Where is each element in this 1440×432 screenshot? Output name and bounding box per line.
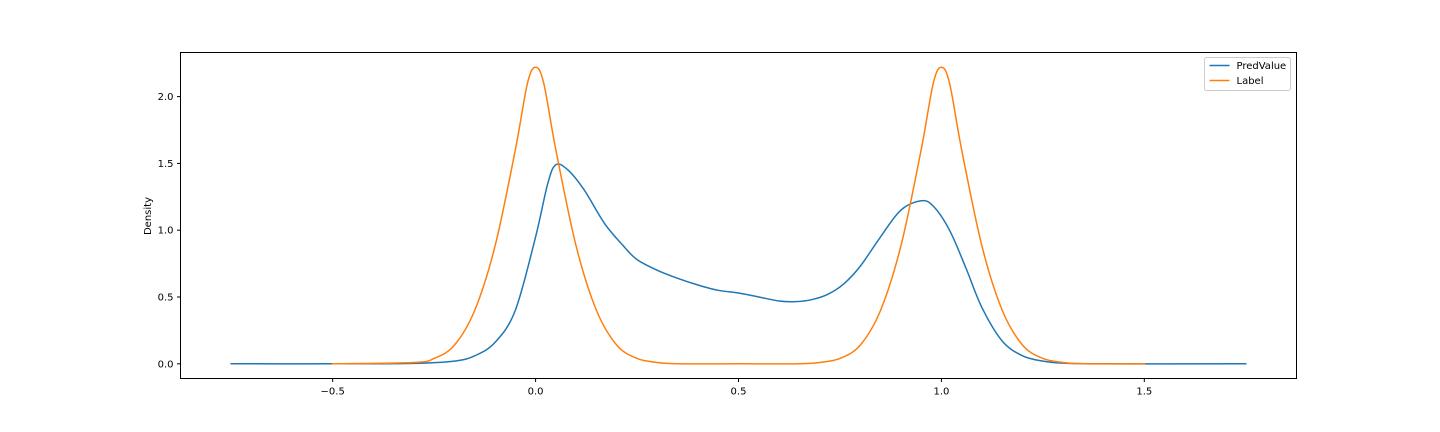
y-tick-label: 0.0 xyxy=(158,359,174,370)
y-tick-label: 2.0 xyxy=(158,92,174,103)
y-axis: 0.0 0.5 1.0 1.5 2.0 xyxy=(158,92,181,370)
x-tick-label: −0.5 xyxy=(321,387,345,398)
x-tick-label: 1.5 xyxy=(1136,387,1152,398)
series-layer xyxy=(230,66,1247,365)
legend-label-predvalue: PredValue xyxy=(1237,61,1287,72)
x-tick-label: 1.0 xyxy=(933,387,949,398)
y-tick-label: 0.5 xyxy=(158,293,174,304)
y-tick-label: 1.0 xyxy=(158,226,174,237)
y-axis-label: Density xyxy=(143,197,154,235)
x-tick-label: 0.0 xyxy=(528,387,544,398)
y-tick-label: 1.5 xyxy=(158,159,174,170)
x-tick-label: 0.5 xyxy=(731,387,747,398)
series-line-label xyxy=(331,66,1146,365)
legend-label-label: Label xyxy=(1237,76,1264,87)
x-axis: −0.5 0.0 0.5 1.0 1.5 xyxy=(321,378,1152,398)
legend: PredValue Label xyxy=(1204,57,1291,91)
series-line-predvalue xyxy=(230,163,1247,365)
